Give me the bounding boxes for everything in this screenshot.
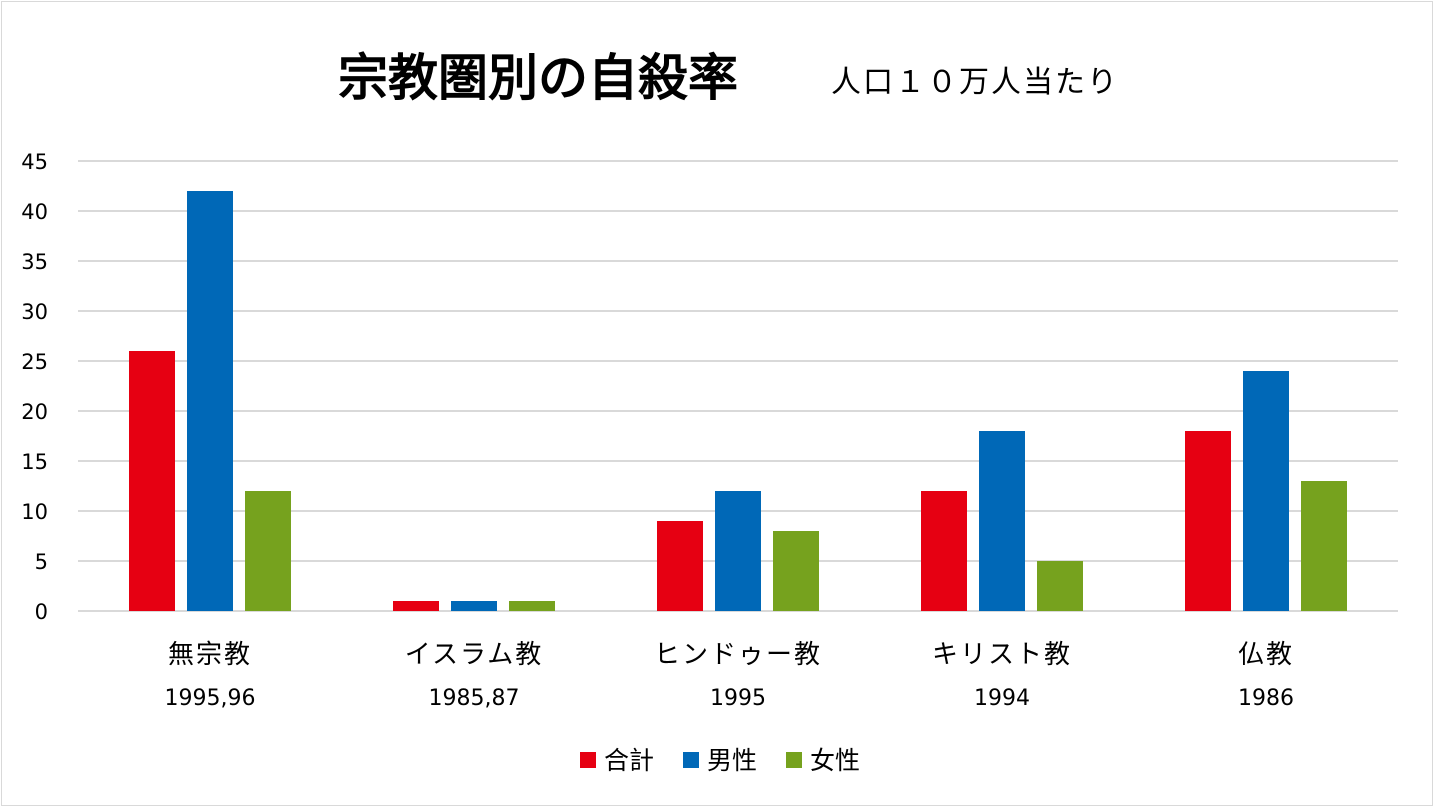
x-year-label: 1995 xyxy=(710,686,766,711)
x-category-label: キリスト教 xyxy=(932,640,1072,670)
x-year-label: 1995,96 xyxy=(165,686,256,711)
bar-合計-無宗教 xyxy=(129,351,175,611)
chart-subtitle: 人口１０万人当たり xyxy=(831,65,1119,100)
bar-男性-イスラム教 xyxy=(451,601,497,611)
chart-title: 宗教圏別の自殺率 xyxy=(338,49,738,107)
y-tick-label: 0 xyxy=(35,600,48,624)
bar-女性-無宗教 xyxy=(245,491,291,611)
legend-label: 女性 xyxy=(810,746,860,775)
y-tick-label: 10 xyxy=(21,500,48,524)
y-tick-label: 35 xyxy=(21,250,48,274)
legend-label: 男性 xyxy=(707,746,757,775)
x-year-label: 1994 xyxy=(974,686,1030,711)
bar-男性-仏教 xyxy=(1243,371,1289,611)
y-tick-label: 40 xyxy=(21,200,48,224)
bar-男性-キリスト教 xyxy=(979,431,1025,611)
legend-label: 合計 xyxy=(604,746,654,775)
x-category-label: ヒンドゥー教 xyxy=(654,640,822,670)
legend-swatch xyxy=(580,752,596,768)
x-category-label: イスラム教 xyxy=(405,640,543,670)
bar-女性-仏教 xyxy=(1301,481,1347,611)
bar-男性-ヒンドゥー教 xyxy=(715,491,761,611)
y-tick-label: 45 xyxy=(21,150,48,174)
bar-女性-イスラム教 xyxy=(509,601,555,611)
bar-合計-仏教 xyxy=(1185,431,1231,611)
bar-合計-イスラム教 xyxy=(393,601,439,611)
y-tick-label: 15 xyxy=(21,450,48,474)
legend-swatch xyxy=(683,752,699,768)
bar-女性-キリスト教 xyxy=(1037,561,1083,611)
bar-合計-キリスト教 xyxy=(921,491,967,611)
bar-合計-ヒンドゥー教 xyxy=(657,521,703,611)
bar-男性-無宗教 xyxy=(187,191,233,611)
y-tick-label: 20 xyxy=(21,400,48,424)
y-tick-label: 5 xyxy=(35,550,48,574)
x-year-label: 1986 xyxy=(1238,686,1294,711)
legend-swatch xyxy=(786,752,802,768)
y-tick-label: 30 xyxy=(21,300,48,324)
y-tick-label: 25 xyxy=(21,350,48,374)
x-category-label: 無宗教 xyxy=(168,640,252,670)
bar-女性-ヒンドゥー教 xyxy=(773,531,819,611)
x-year-label: 1985,87 xyxy=(429,686,520,711)
x-category-label: 仏教 xyxy=(1238,640,1294,670)
